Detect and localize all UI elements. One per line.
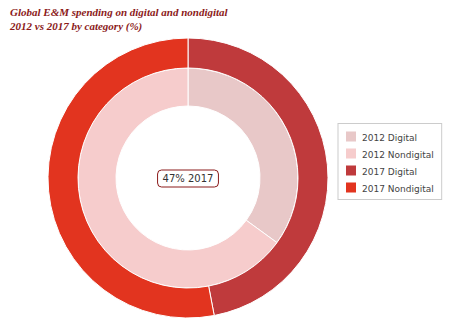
legend-label: 2012 Nondigital xyxy=(362,150,434,160)
annotation-box xyxy=(158,170,219,187)
legend-swatch xyxy=(346,166,356,176)
legend-swatch xyxy=(346,183,356,193)
slice xyxy=(48,38,214,318)
title: 2012 vs 2017 by category (%) xyxy=(9,20,142,33)
ring xyxy=(48,38,328,318)
legend-swatch xyxy=(346,132,356,142)
ring xyxy=(78,68,298,288)
legend-label: 2017 Digital xyxy=(362,167,417,177)
annotation-group: 47% 2017 xyxy=(158,170,219,187)
chart: Global E&M spending on digital and nondi… xyxy=(0,0,450,323)
legend: 2012 Digital 2012 Nondigital 2017 Digital 2… xyxy=(338,124,442,200)
title: Global E&M spending on digital and nondi… xyxy=(10,6,229,18)
plot xyxy=(48,38,328,318)
legend-box xyxy=(338,124,442,200)
legend-label: 2012 Digital xyxy=(362,133,417,143)
legend-swatch xyxy=(346,149,356,159)
legend-label: 2017 Nondigital xyxy=(362,184,434,194)
title-group: Global E&M spending on digital and nondi… xyxy=(9,6,229,33)
annotation: 47% 2017 xyxy=(163,173,214,184)
